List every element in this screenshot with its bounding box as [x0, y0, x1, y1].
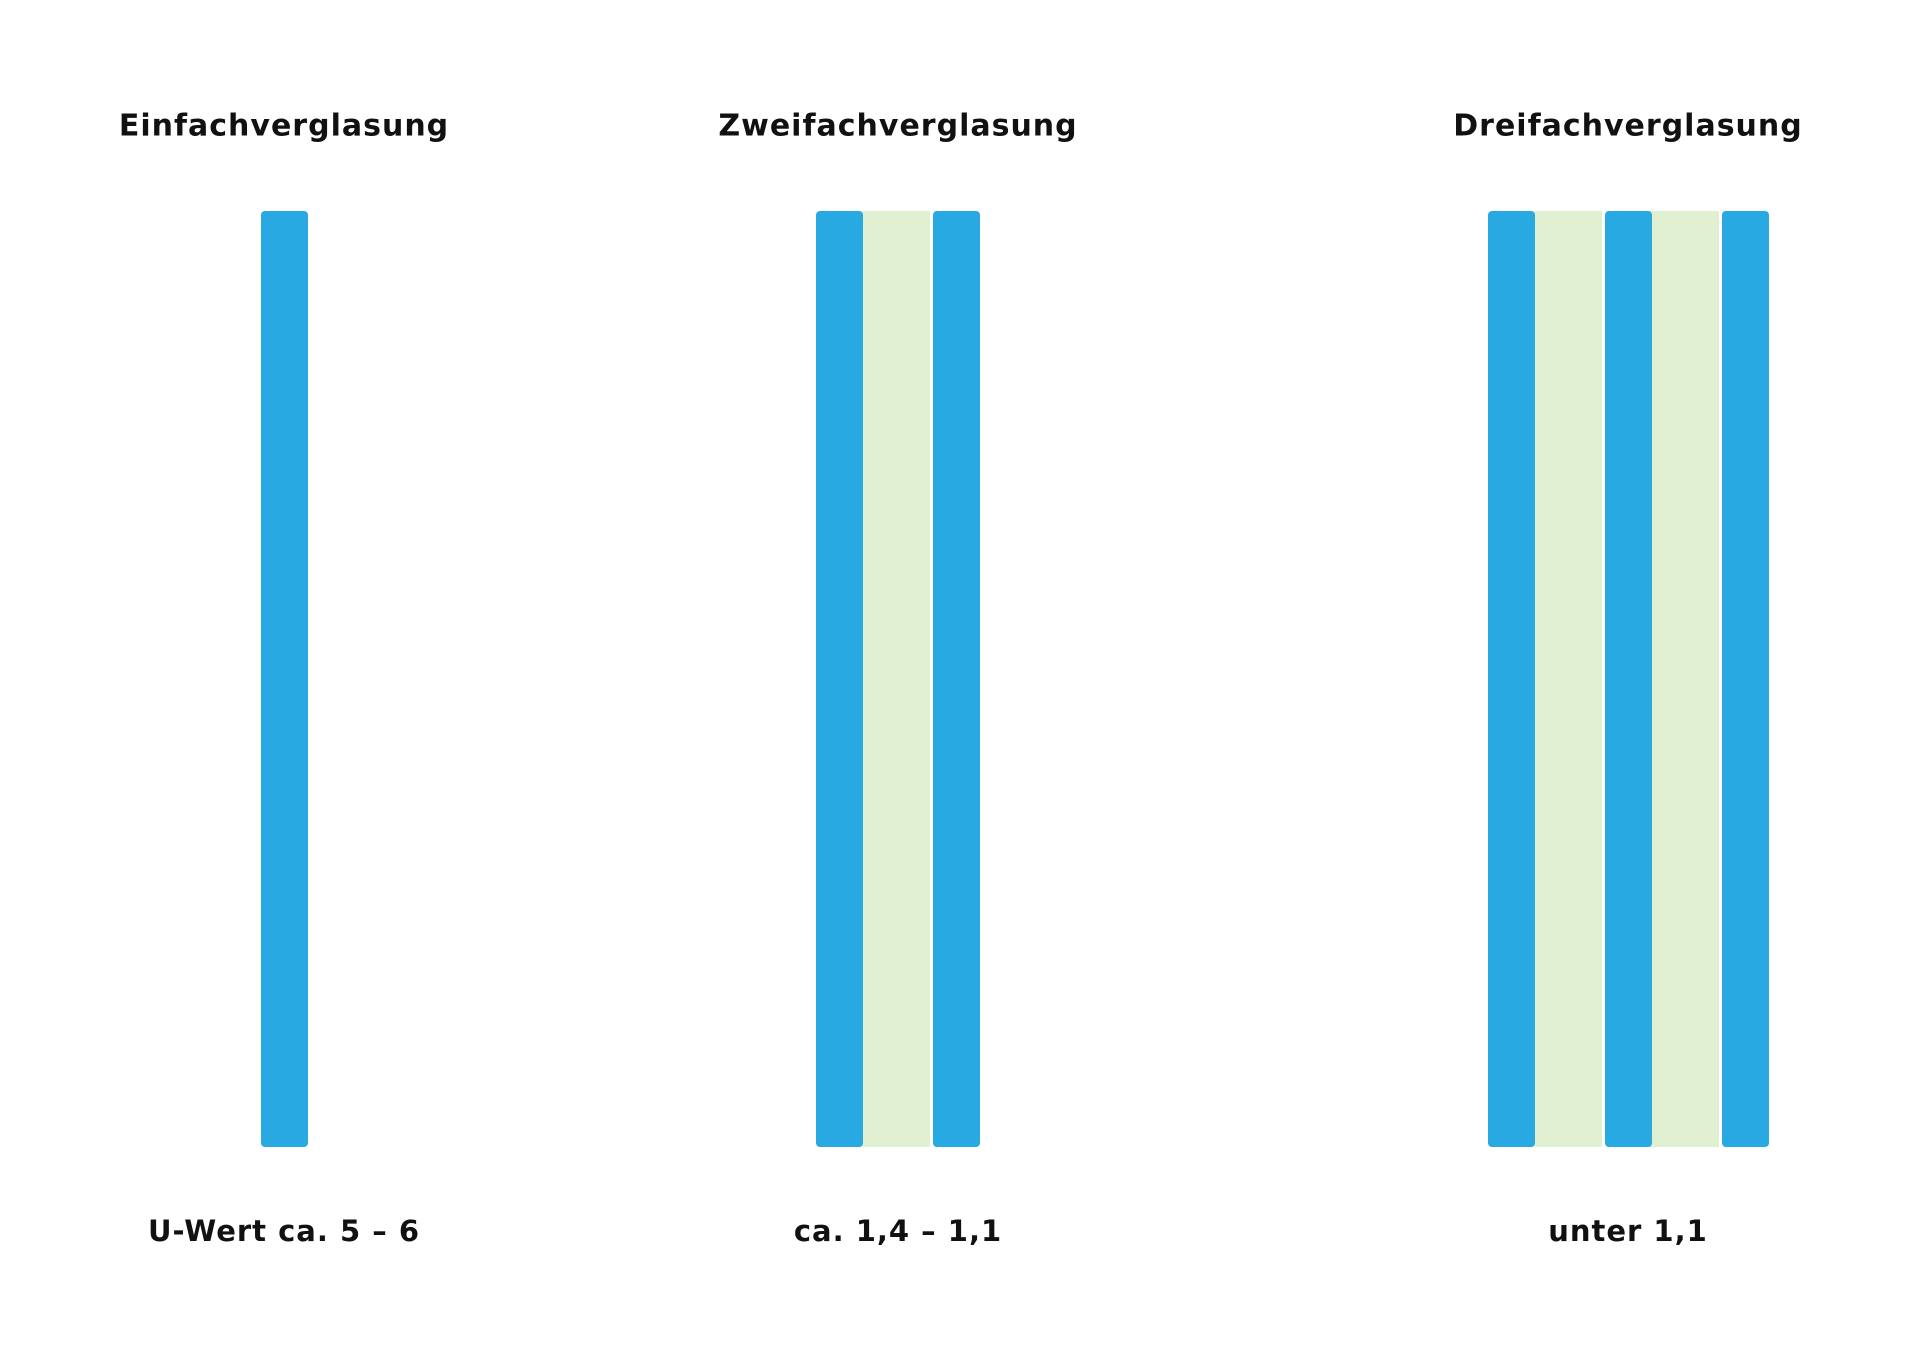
glass-pane [933, 211, 980, 1147]
glass-pane [1605, 211, 1652, 1147]
label-single-glazing: U-Wert ca. 5 – 6 [147, 1214, 421, 1248]
label-double-glazing: ca. 1,4 – 1,1 [793, 1214, 1003, 1248]
glass-pane [1722, 211, 1769, 1147]
title-triple-glazing: Dreifachverglasung [1453, 108, 1803, 144]
glass-pane [1488, 211, 1535, 1147]
glass-pane [816, 211, 863, 1147]
air-gap [1649, 211, 1719, 1147]
air-gap [1532, 211, 1602, 1147]
air-gap [860, 211, 930, 1147]
title-single-glazing: Einfachverglasung [118, 108, 450, 144]
title-double-glazing: Zweifachverglasung [718, 108, 1078, 144]
label-triple-glazing: unter 1,1 [1548, 1214, 1708, 1248]
glass-pane [261, 211, 308, 1147]
